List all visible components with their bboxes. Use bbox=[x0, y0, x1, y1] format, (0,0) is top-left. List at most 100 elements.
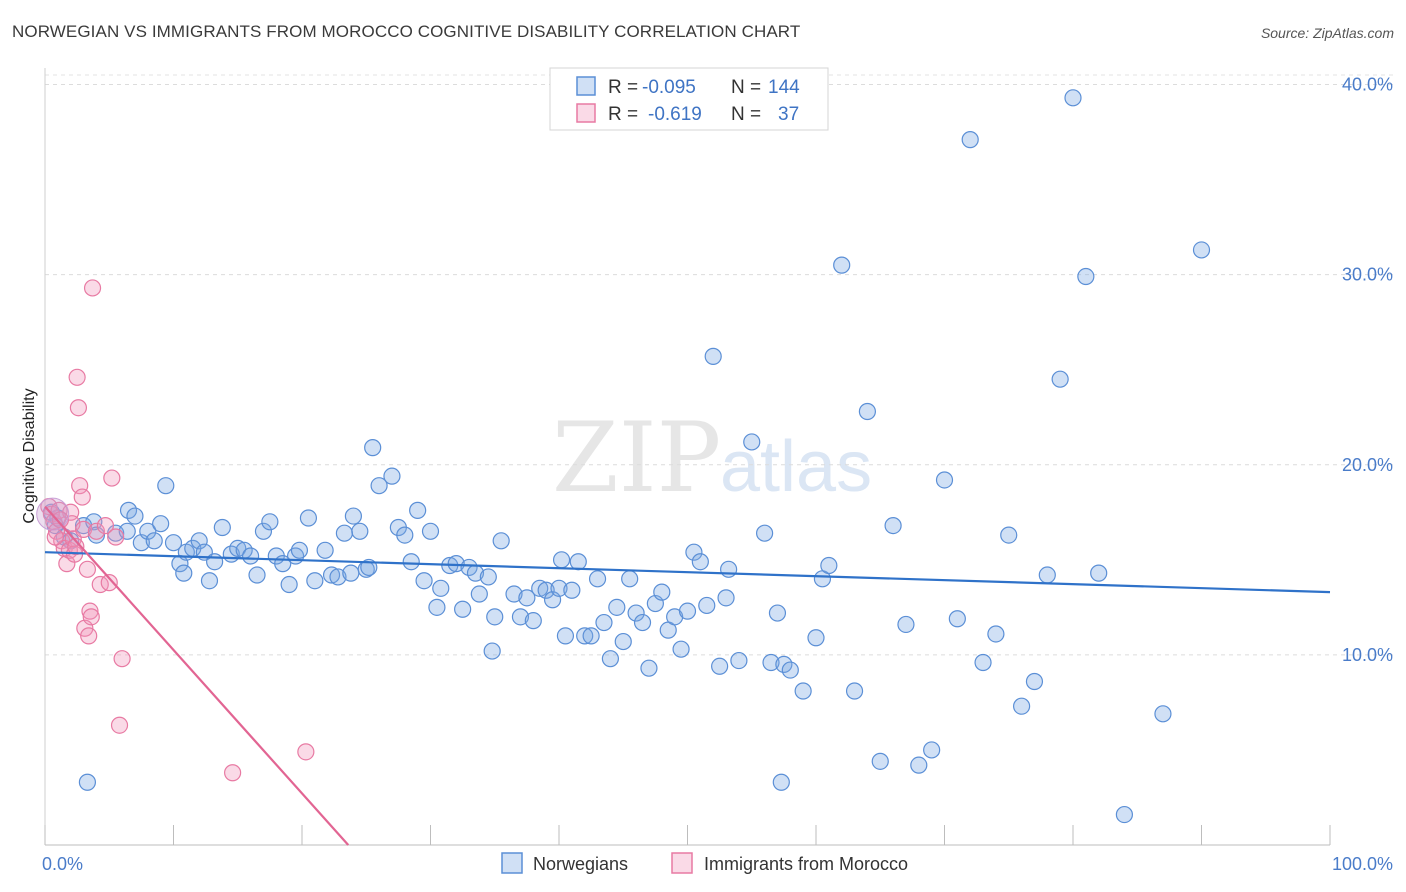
norwegian-point-139 bbox=[1115, 805, 1134, 824]
norwegian-point-13 bbox=[139, 522, 157, 540]
norwegian-point-142 bbox=[78, 773, 97, 791]
norwegian-point-129 bbox=[974, 653, 992, 672]
morocco-point-17 bbox=[73, 488, 91, 506]
norwegian-point-15 bbox=[152, 515, 170, 533]
morocco-point-14 bbox=[68, 368, 86, 386]
norwegian-point-46 bbox=[344, 507, 362, 525]
legend-box bbox=[549, 67, 829, 131]
norwegian-point-131 bbox=[1000, 526, 1018, 544]
norwegian-point-66 bbox=[470, 585, 488, 603]
watermark-zip: ZIP bbox=[552, 402, 721, 514]
watermark: ZIP atlas bbox=[552, 402, 872, 514]
norwegian-point-52 bbox=[383, 467, 401, 485]
legend-r-value-1: -0.095 bbox=[642, 77, 696, 98]
morocco-point-30 bbox=[107, 528, 125, 546]
norwegian-point-143 bbox=[772, 773, 790, 791]
morocco-point-31 bbox=[113, 650, 131, 668]
morocco-point-22 bbox=[81, 602, 99, 620]
norwegian-point-40 bbox=[306, 572, 324, 590]
y-axis-title: Cognitive Disability bbox=[21, 388, 38, 523]
norwegian-point-72 bbox=[511, 608, 530, 626]
norwegians-points bbox=[42, 89, 1211, 824]
norwegian-point-42 bbox=[322, 566, 341, 584]
legend-swatch-norwegians bbox=[576, 76, 596, 96]
norwegian-point-59 bbox=[428, 598, 446, 616]
norwegian-point-104 bbox=[711, 657, 729, 675]
norwegian-point-69 bbox=[486, 608, 504, 626]
bottom-legend-label-morocco: Immigrants from Morocco bbox=[704, 854, 908, 874]
morocco-points bbox=[36, 279, 315, 782]
norwegian-point-122 bbox=[884, 516, 902, 535]
norwegian-point-125 bbox=[923, 741, 941, 759]
morocco-trend-line bbox=[44, 505, 350, 846]
norwegian-point-102 bbox=[698, 596, 716, 615]
norwegian-point-80 bbox=[556, 627, 575, 645]
norwegian-point-74 bbox=[524, 612, 542, 630]
norwegian-point-109 bbox=[755, 524, 774, 542]
y-tick-label-0: 10.0% bbox=[1342, 645, 1393, 665]
norwegian-point-58 bbox=[421, 522, 440, 540]
morocco-point-27 bbox=[96, 516, 114, 535]
norwegian-point-76 bbox=[537, 581, 555, 599]
norwegian-point-132 bbox=[1012, 697, 1031, 715]
norwegian-point-106 bbox=[720, 560, 738, 578]
norwegian-point-57 bbox=[415, 572, 433, 590]
trend-lines bbox=[44, 505, 1331, 846]
source-label: Source: ZipAtlas.com bbox=[1260, 25, 1394, 41]
norwegian-point-130 bbox=[987, 625, 1005, 643]
norwegian-point-138 bbox=[1090, 564, 1108, 582]
legend-n-value-1: 144 bbox=[768, 77, 800, 98]
morocco-point-21 bbox=[80, 627, 98, 645]
norwegian-point-136 bbox=[1064, 89, 1082, 107]
norwegian-point-90 bbox=[621, 570, 639, 588]
norwegian-point-45 bbox=[342, 564, 360, 582]
norwegians-trend-line bbox=[44, 551, 1331, 594]
watermark-atlas: atlas bbox=[720, 427, 872, 507]
norwegian-point-17 bbox=[164, 534, 183, 552]
norwegian-point-115 bbox=[807, 629, 825, 647]
norwegian-point-133 bbox=[1025, 672, 1044, 691]
morocco-point-23 bbox=[82, 608, 100, 626]
morocco-point-33 bbox=[224, 764, 242, 782]
norwegian-point-124 bbox=[910, 756, 928, 774]
norwegian-point-84 bbox=[582, 627, 600, 645]
norwegian-point-60 bbox=[432, 579, 450, 597]
norwegian-point-128 bbox=[961, 131, 979, 149]
morocco-point-20 bbox=[78, 560, 97, 578]
norwegian-point-11 bbox=[126, 507, 144, 525]
norwegian-point-121 bbox=[871, 752, 889, 770]
norwegian-point-33 bbox=[261, 513, 279, 531]
y-tick-label-2: 30.0% bbox=[1342, 265, 1393, 285]
norwegian-point-82 bbox=[569, 553, 587, 571]
x-tick-labels: 0.0% 100.0% bbox=[42, 854, 1393, 874]
y-tick-labels: 10.0% 20.0% 30.0% 40.0% bbox=[1342, 75, 1393, 665]
norwegian-point-24 bbox=[200, 572, 219, 590]
norwegian-point-123 bbox=[897, 615, 915, 634]
norwegian-point-67 bbox=[479, 568, 497, 586]
legend-r-value-2: -0.619 bbox=[648, 104, 702, 125]
norwegian-point-19 bbox=[175, 564, 193, 582]
norwegian-point-63 bbox=[454, 600, 472, 618]
norwegian-point-105 bbox=[717, 589, 735, 607]
norwegian-point-135 bbox=[1051, 370, 1069, 388]
norwegian-point-54 bbox=[396, 526, 414, 544]
norwegian-point-87 bbox=[601, 650, 620, 668]
morocco-point-29 bbox=[103, 469, 121, 487]
norwegian-point-86 bbox=[595, 613, 613, 632]
norwegian-point-93 bbox=[640, 659, 658, 677]
norwegian-point-26 bbox=[213, 518, 231, 537]
norwegian-point-103 bbox=[704, 347, 722, 365]
norwegian-point-44 bbox=[335, 524, 354, 542]
norwegian-point-68 bbox=[483, 642, 501, 660]
legend-r-label-1: R = bbox=[608, 77, 638, 98]
norwegian-point-120 bbox=[858, 402, 877, 421]
norwegian-point-50 bbox=[364, 439, 382, 457]
norwegian-point-39 bbox=[299, 509, 318, 527]
norwegian-point-78 bbox=[550, 579, 568, 597]
norwegian-point-137 bbox=[1077, 267, 1095, 286]
morocco-point-25 bbox=[87, 522, 106, 540]
norwegian-point-92 bbox=[633, 613, 652, 632]
gridlines bbox=[45, 74, 1395, 656]
norwegian-point-16 bbox=[157, 477, 175, 495]
